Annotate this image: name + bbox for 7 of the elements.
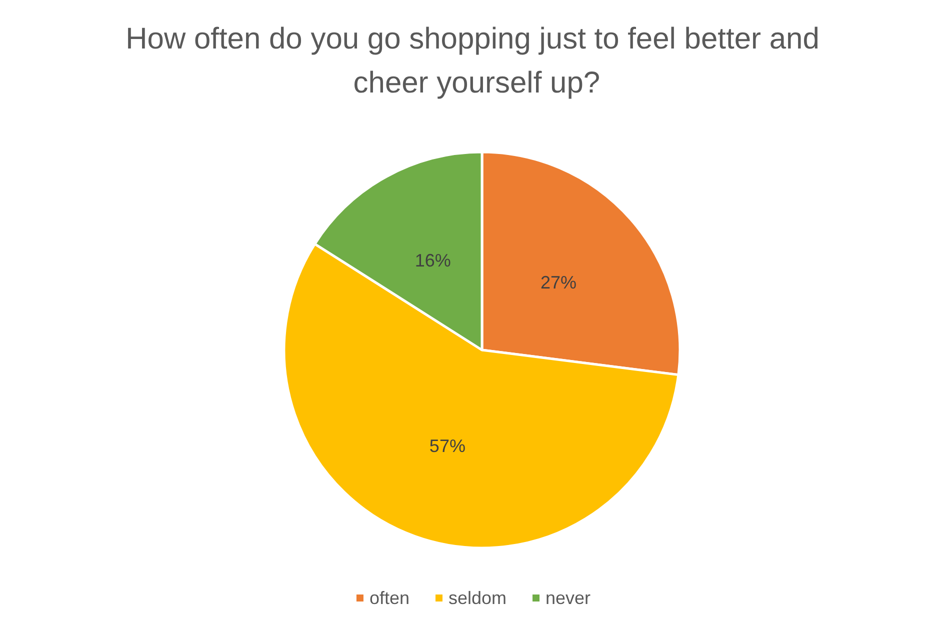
data-label: 16% bbox=[414, 250, 451, 271]
legend-label: never bbox=[546, 588, 591, 608]
data-label: 57% bbox=[429, 436, 466, 456]
data-label: 27% bbox=[540, 272, 577, 293]
chart-title: How often do you go shopping just to feel better and cheer yourself up? bbox=[126, 22, 820, 100]
legend-label: seldom bbox=[448, 588, 507, 608]
legend-label: often bbox=[369, 588, 410, 608]
